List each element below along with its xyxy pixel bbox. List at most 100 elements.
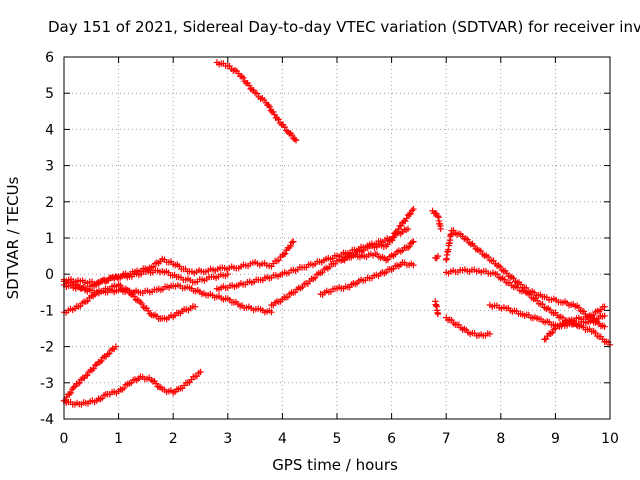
- data-series: [60, 59, 614, 408]
- y-tick-labels: -4 -3 -2 -1 0 1 2 3 4 5 6: [40, 50, 54, 428]
- data-point: [408, 207, 416, 214]
- series-track-j: [317, 259, 417, 298]
- series-track-k: [339, 238, 417, 264]
- y-tick-label: 5: [45, 86, 54, 102]
- data-point: [107, 346, 115, 354]
- data-point: [140, 304, 147, 311]
- data-point: [410, 238, 417, 245]
- grid-lines: [64, 57, 610, 419]
- data-point: [120, 384, 128, 392]
- data-point: [542, 335, 550, 343]
- series-track-s: [541, 303, 608, 343]
- series-track-e: [60, 281, 199, 323]
- data-point: [288, 131, 296, 139]
- series-track-g: [60, 267, 231, 288]
- data-point: [238, 73, 245, 80]
- data-point: [266, 103, 273, 111]
- data-point: [510, 275, 517, 282]
- data-point: [99, 354, 107, 361]
- data-point: [287, 242, 294, 250]
- data-point: [404, 225, 412, 233]
- data-point: [268, 309, 275, 316]
- data-point: [281, 123, 288, 131]
- x-axis-label: GPS time / hours: [272, 456, 398, 474]
- data-point: [138, 300, 146, 308]
- data-point: [245, 82, 253, 89]
- data-point: [495, 262, 502, 269]
- data-point: [281, 250, 289, 257]
- data-point: [464, 236, 471, 243]
- series-track-m: [432, 252, 442, 262]
- data-point: [90, 365, 97, 372]
- data-point: [486, 330, 494, 338]
- data-point: [434, 310, 442, 318]
- data-point: [498, 266, 506, 274]
- series-track-q: [443, 266, 614, 348]
- x-tick-label: 7: [442, 431, 451, 447]
- data-point: [92, 362, 99, 369]
- x-tick-label: 2: [169, 431, 178, 447]
- x-tick-label: 9: [551, 431, 560, 447]
- data-point: [406, 243, 413, 250]
- y-tick-label: 4: [45, 122, 54, 138]
- data-point: [601, 303, 608, 310]
- data-point: [239, 74, 247, 81]
- data-point: [474, 246, 481, 253]
- data-point: [76, 379, 83, 387]
- y-tick-label: 6: [45, 50, 54, 66]
- y-tick-label: -4: [40, 412, 54, 428]
- data-point: [410, 205, 417, 213]
- chart-title: Day 151 of 2021, Sidereal Day-to-day VTE…: [48, 18, 640, 36]
- y-tick-label: -2: [40, 340, 54, 356]
- data-point: [197, 368, 204, 376]
- data-point: [291, 135, 298, 143]
- y-tick-label: -3: [40, 376, 54, 392]
- data-point: [98, 357, 105, 365]
- data-point: [112, 343, 120, 350]
- y-tick-label: -1: [40, 303, 54, 319]
- y-tick-label: 2: [45, 195, 54, 211]
- data-point: [406, 211, 413, 218]
- x-tick-label: 4: [278, 431, 287, 447]
- series-track-b: [60, 343, 120, 405]
- series-track-c: [60, 368, 204, 408]
- data-point: [601, 323, 608, 330]
- data-point: [384, 241, 391, 248]
- data-point: [106, 350, 113, 357]
- data-point: [247, 85, 254, 93]
- data-point: [191, 303, 199, 310]
- x-tick-label: 3: [223, 431, 232, 447]
- series-track-o: [443, 314, 494, 340]
- data-point: [70, 384, 77, 391]
- data-point: [465, 239, 473, 246]
- data-point: [497, 263, 504, 271]
- y-tick-label: 0: [45, 267, 54, 283]
- x-tick-label: 8: [496, 431, 505, 447]
- data-point: [408, 239, 416, 246]
- data-point: [280, 251, 287, 258]
- data-point: [539, 300, 546, 308]
- data-point: [288, 239, 296, 246]
- data-point: [66, 391, 73, 398]
- y-tick-label: 3: [45, 159, 54, 175]
- data-point: [407, 210, 414, 218]
- data-point: [404, 244, 412, 251]
- data-point: [292, 137, 300, 144]
- data-point: [403, 215, 410, 222]
- data-point: [253, 90, 261, 97]
- data-point: [526, 291, 534, 298]
- data-point: [397, 222, 405, 229]
- data-point: [271, 111, 278, 118]
- data-point: [67, 389, 75, 397]
- data-point: [601, 312, 608, 320]
- y-tick-label: 1: [45, 231, 54, 247]
- series-track-n: [432, 298, 442, 318]
- y-axis-label: SDTVAR / TECUs: [4, 176, 22, 299]
- x-tick-label: 1: [114, 431, 123, 447]
- x-tick-label: 5: [333, 431, 342, 447]
- data-point: [224, 271, 231, 278]
- data-point: [290, 238, 297, 245]
- data-point: [434, 252, 442, 260]
- x-tick-label: 6: [387, 431, 396, 447]
